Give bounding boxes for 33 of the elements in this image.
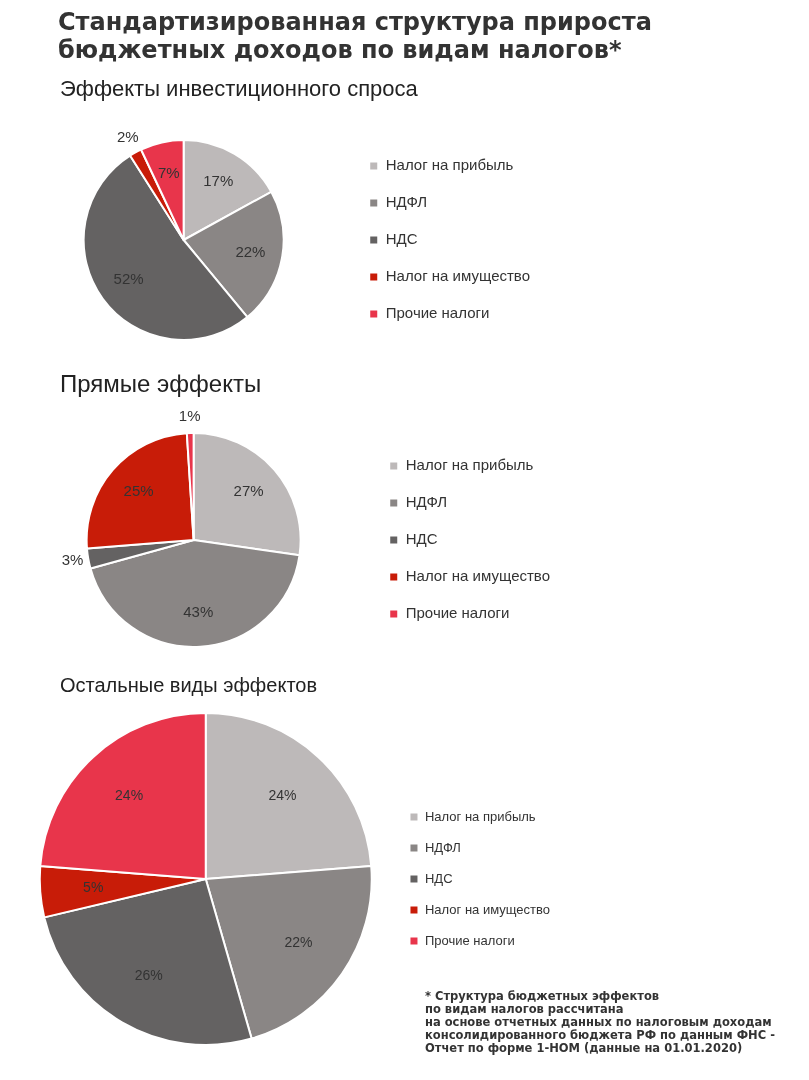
legend-label: НДС [385,230,418,248]
legend-label: Налог на прибыль [405,456,534,474]
data-label: 24% [268,787,297,803]
data-label: 3% [61,551,84,569]
legend-label: Налог на прибыль [385,156,514,174]
data-label: 22% [284,934,313,951]
data-label: 24% [115,787,144,803]
legend-label: НДС [405,530,438,548]
chart-title: Остальные виды эффектов [60,674,319,697]
legend-label: НДС [424,870,453,886]
data-label: 25% [123,482,154,500]
data-label: 43% [183,602,214,620]
chart-title: Стандартизированная структура прироста бюджетных доходов по видам налогов* [58,8,653,64]
data-label: 1% [178,407,201,425]
legend-label: Прочие налоги [385,304,490,322]
data-label: 2% [116,128,139,146]
legend-label: Прочие налоги [405,604,510,622]
data-label: 22% [235,242,266,260]
legend-label: НДФЛ [405,493,448,511]
data-label: 7% [157,163,180,181]
legend-label: Прочие налоги [424,932,515,948]
data-label: 5% [83,878,104,895]
legend-label: Налог на имущество [385,267,531,285]
data-label: 17% [203,171,234,189]
legend-label: НДФЛ [385,193,428,211]
chart-subtitle: Эффекты инвестиционного спроса [60,76,419,102]
legend-label: Налог на прибыль [424,808,536,824]
legend-label: Налог на имущество [424,901,551,917]
text: * Структура бюджетных эффектов по видам налогов рассчитана на основе отчетных данных по налоговым доходам консолидированного бюджета РФ по данным ФНС - Отчет по форме 1-НОМ (данные на 01.01.2020) [425,989,775,1055]
chart-title: Прямые эффекты [60,370,263,398]
data-label: 27% [233,482,264,500]
legend-label: НДФЛ [424,839,461,855]
legend-label: Налог на имущество [405,567,551,585]
